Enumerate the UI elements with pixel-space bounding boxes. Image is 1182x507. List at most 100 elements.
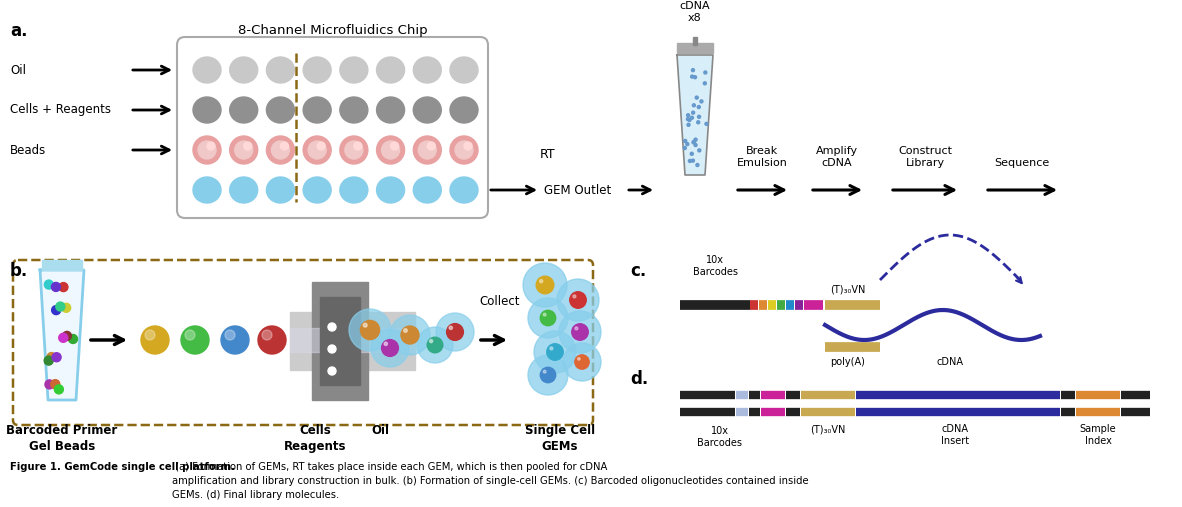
Ellipse shape [528, 355, 569, 395]
Text: Barcoded
cDNA
x8: Barcoded cDNA x8 [669, 0, 721, 23]
Ellipse shape [327, 323, 336, 331]
Ellipse shape [557, 279, 599, 321]
Ellipse shape [700, 100, 703, 103]
Ellipse shape [418, 141, 436, 159]
Ellipse shape [574, 355, 589, 369]
Ellipse shape [193, 57, 221, 83]
Text: Sequence: Sequence [994, 158, 1050, 168]
Text: 8-Channel Microfluidics Chip: 8-Channel Microfluidics Chip [238, 24, 428, 37]
Ellipse shape [414, 57, 441, 83]
Ellipse shape [303, 177, 331, 203]
Ellipse shape [235, 141, 253, 159]
Ellipse shape [340, 177, 368, 203]
Ellipse shape [377, 57, 404, 83]
Ellipse shape [695, 96, 699, 99]
Ellipse shape [690, 116, 694, 119]
Ellipse shape [181, 326, 209, 354]
Text: (a) Formation of GEMs, RT takes place inside each GEM, which is then pooled for : (a) Formation of GEMs, RT takes place in… [171, 462, 808, 500]
Ellipse shape [377, 177, 404, 203]
Ellipse shape [540, 367, 556, 383]
Ellipse shape [59, 333, 67, 342]
Ellipse shape [186, 330, 195, 340]
Ellipse shape [573, 295, 576, 298]
Ellipse shape [262, 330, 272, 340]
Ellipse shape [303, 97, 331, 123]
Text: (T)₃₀VN: (T)₃₀VN [811, 424, 845, 434]
FancyBboxPatch shape [177, 37, 488, 218]
Ellipse shape [563, 343, 600, 381]
Text: poly(A): poly(A) [831, 357, 865, 367]
Ellipse shape [687, 118, 689, 121]
Ellipse shape [63, 332, 71, 340]
Bar [693, 37, 697, 45]
Ellipse shape [317, 142, 325, 150]
Text: cDNA: cDNA [936, 357, 963, 367]
Ellipse shape [550, 347, 553, 350]
Ellipse shape [450, 97, 478, 123]
Ellipse shape [266, 136, 294, 164]
Bar [290, 328, 415, 352]
Ellipse shape [199, 141, 216, 159]
Ellipse shape [429, 340, 433, 343]
Text: Oil: Oil [371, 424, 389, 437]
Ellipse shape [436, 313, 474, 351]
Ellipse shape [572, 324, 589, 340]
Ellipse shape [193, 136, 221, 164]
Ellipse shape [574, 327, 578, 330]
Ellipse shape [683, 139, 687, 142]
Ellipse shape [404, 329, 408, 332]
Bar [43, 260, 82, 270]
Ellipse shape [309, 141, 326, 159]
Ellipse shape [371, 329, 409, 367]
Text: GEM Outlet: GEM Outlet [544, 184, 611, 197]
Polygon shape [40, 270, 84, 400]
Ellipse shape [414, 136, 441, 164]
Ellipse shape [193, 177, 221, 203]
Ellipse shape [544, 370, 546, 373]
Ellipse shape [363, 323, 368, 327]
Ellipse shape [51, 380, 60, 389]
Ellipse shape [266, 57, 294, 83]
Ellipse shape [450, 57, 478, 83]
Ellipse shape [303, 57, 331, 83]
Ellipse shape [258, 326, 286, 354]
Text: Sample
Index: Sample Index [1079, 424, 1116, 446]
Ellipse shape [697, 115, 701, 118]
Ellipse shape [696, 164, 699, 166]
Text: Break
Emulsion: Break Emulsion [736, 147, 787, 168]
Ellipse shape [361, 320, 379, 340]
Ellipse shape [193, 97, 221, 123]
Ellipse shape [449, 326, 453, 330]
Ellipse shape [61, 303, 71, 312]
Ellipse shape [539, 279, 543, 283]
Ellipse shape [528, 298, 569, 338]
Text: Amplify
cDNA: Amplify cDNA [816, 147, 858, 168]
Ellipse shape [414, 97, 441, 123]
Ellipse shape [522, 263, 567, 307]
Ellipse shape [578, 357, 580, 360]
Ellipse shape [683, 147, 687, 150]
Ellipse shape [450, 177, 478, 203]
Bar [312, 282, 368, 400]
Ellipse shape [703, 82, 707, 85]
Ellipse shape [303, 136, 331, 164]
Ellipse shape [537, 276, 554, 294]
Ellipse shape [686, 142, 689, 146]
Text: c.: c. [630, 262, 647, 280]
Ellipse shape [547, 344, 564, 360]
Ellipse shape [694, 76, 696, 79]
Ellipse shape [697, 105, 700, 108]
Ellipse shape [54, 385, 64, 394]
Ellipse shape [382, 340, 398, 356]
Ellipse shape [280, 142, 288, 150]
Ellipse shape [694, 143, 697, 147]
Ellipse shape [272, 141, 290, 159]
Ellipse shape [340, 136, 368, 164]
Ellipse shape [691, 141, 695, 144]
Text: a.: a. [9, 22, 27, 40]
Ellipse shape [427, 337, 443, 353]
Text: Figure 1. GemCode single cell platform.: Figure 1. GemCode single cell platform. [9, 462, 235, 472]
Ellipse shape [690, 75, 694, 78]
Ellipse shape [141, 326, 169, 354]
Text: Barcoded Primer
Gel Beads: Barcoded Primer Gel Beads [6, 424, 118, 453]
